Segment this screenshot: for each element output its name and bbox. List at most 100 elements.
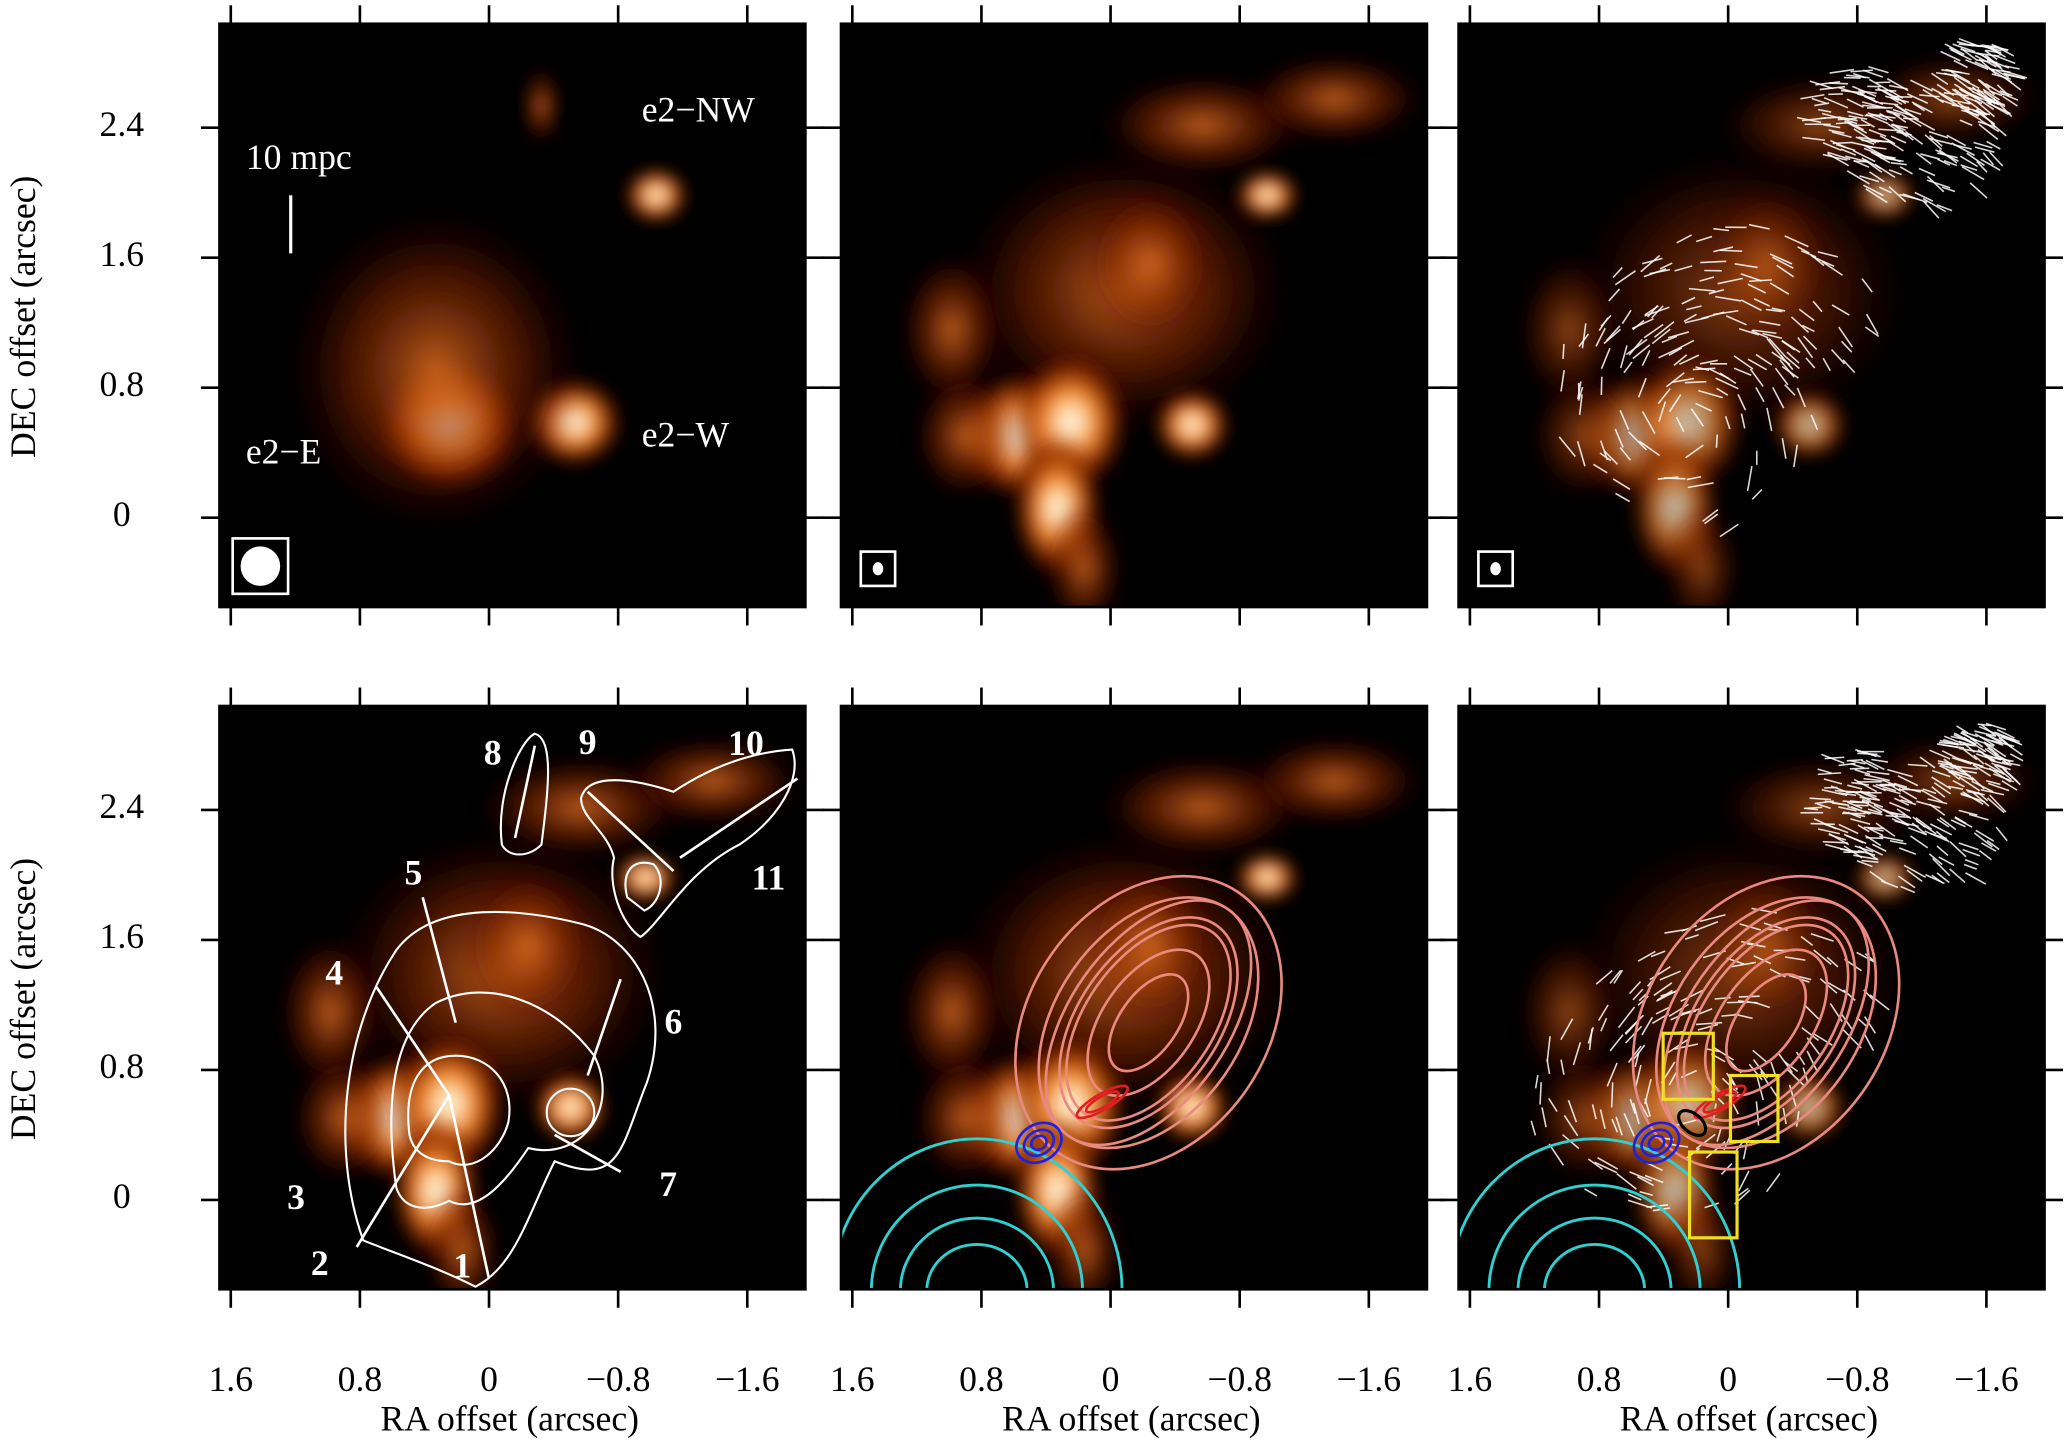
annotation: 3 <box>287 1177 305 1217</box>
polarization-vector <box>1639 1190 1653 1197</box>
polarization-vector <box>1784 956 1806 961</box>
polarization-vector <box>1628 981 1642 995</box>
contour <box>1655 896 1878 1150</box>
image <box>277 732 806 1290</box>
polarization-vector <box>1643 323 1664 339</box>
polarization-vector <box>1850 69 1873 73</box>
polarization-vector <box>1931 72 1949 86</box>
polarization-vector <box>1957 101 1970 112</box>
polarization-vector <box>1951 757 1972 765</box>
direction-line <box>586 790 675 872</box>
polarization-vector <box>2001 780 2018 791</box>
polarization-vector <box>1940 764 1954 770</box>
polarization-vector <box>1681 296 1696 305</box>
polarization-vector <box>1978 58 1997 75</box>
polarization-vector <box>1863 777 1884 782</box>
polarization-vector <box>1752 1049 1768 1064</box>
polarization-vector <box>1659 970 1681 981</box>
polarization-vector <box>1991 759 2012 767</box>
contour <box>1022 1128 1056 1158</box>
polarization-vector <box>1983 90 2006 108</box>
polarization-vector <box>1772 256 1794 269</box>
polarization-vector <box>1831 131 1852 138</box>
polarization-vector <box>1886 110 1901 117</box>
polarization-vector <box>1966 152 1985 167</box>
polarization-vector <box>1910 79 1933 92</box>
polarization-vector <box>1963 748 1978 761</box>
polarization-vector <box>1616 1173 1637 1190</box>
polarization-vector <box>1560 1018 1574 1041</box>
y-tick-label: 0.8 <box>100 364 145 404</box>
polarization-vector <box>1956 76 1980 90</box>
polarization-vector <box>1940 50 1961 62</box>
polarization-vector <box>1663 477 1686 480</box>
polarization-vector <box>1975 108 1996 127</box>
polarization-vector <box>1675 416 1685 433</box>
polarization-vector <box>1588 1028 1593 1051</box>
polarization-vector <box>1753 1001 1770 1009</box>
polarization-vector <box>1986 797 2005 814</box>
polarization-vector <box>1810 414 1819 430</box>
polarization-vector <box>1953 732 1977 746</box>
polarization-vector <box>1608 288 1621 302</box>
polarization-vector <box>1929 749 1951 760</box>
emission <box>1701 867 1834 1026</box>
contour <box>1647 1134 1666 1152</box>
polarization-vector <box>1949 841 1967 858</box>
polarization-vector <box>1860 759 1879 770</box>
polarization-vector <box>1857 752 1878 756</box>
polarization-vector <box>1915 152 1932 165</box>
polarization-vector <box>1578 333 1590 348</box>
polarization-vector <box>1943 91 1969 97</box>
contour <box>1682 923 1850 1122</box>
polarization-vector <box>2000 736 2021 745</box>
polarization-vector <box>1865 188 1888 204</box>
polarization-vector <box>1577 381 1582 400</box>
x-tick-label: 0.8 <box>338 1359 383 1399</box>
polarization-vector <box>1600 1017 1608 1032</box>
polarization-vector <box>1771 307 1786 312</box>
polarization-vector <box>1850 818 1871 825</box>
polarization-vector <box>1892 108 1913 117</box>
emission <box>1661 501 1741 608</box>
region-box <box>1687 1150 1739 1240</box>
polarization-vector <box>1964 109 1982 121</box>
polarization-vector <box>1829 68 1855 74</box>
x-axis-label: RA offset (arcsec) <box>1620 1399 1879 1439</box>
beam-box <box>859 550 897 588</box>
polarization-vector <box>1849 800 1870 804</box>
polarization-vector <box>1894 820 1919 828</box>
polarization-vector <box>1634 1052 1640 1068</box>
polarization-vector <box>1922 788 1937 795</box>
annotation: 2 <box>311 1243 329 1283</box>
emission <box>1044 1183 1124 1290</box>
polarization-vector <box>1974 99 1996 118</box>
polarization-vector <box>1810 933 1834 942</box>
polarization-vector <box>1861 859 1879 863</box>
polarization-vector <box>1690 408 1704 427</box>
emission <box>422 1183 502 1290</box>
polarization-vector <box>1872 784 1886 792</box>
polarization-vector <box>1857 824 1870 833</box>
direction-line <box>375 986 451 1097</box>
polarization-vector <box>1632 988 1644 1001</box>
polarization-vector <box>1958 842 1979 851</box>
polarization-vector <box>1904 108 1922 116</box>
polarization-vector <box>1944 43 1965 56</box>
polarization-vector <box>1843 76 1861 79</box>
polarization-vector <box>1686 475 1702 481</box>
polarization-vector <box>1875 89 1897 92</box>
emission <box>612 851 679 904</box>
polarization-vector <box>1819 85 1846 91</box>
polarization-vector <box>1995 69 2010 79</box>
polarization-vector <box>1672 377 1694 383</box>
emission <box>1516 250 1623 410</box>
polarization-vector <box>1924 134 1943 150</box>
polarization-vector <box>1632 1102 1640 1125</box>
polarization-vector <box>1924 830 1948 842</box>
polarization-vector <box>1704 513 1719 525</box>
polarization-vector <box>1817 772 1842 776</box>
polarization-vector <box>1941 750 1959 760</box>
direction-line <box>513 745 537 839</box>
polarization-vector <box>1926 179 1951 189</box>
